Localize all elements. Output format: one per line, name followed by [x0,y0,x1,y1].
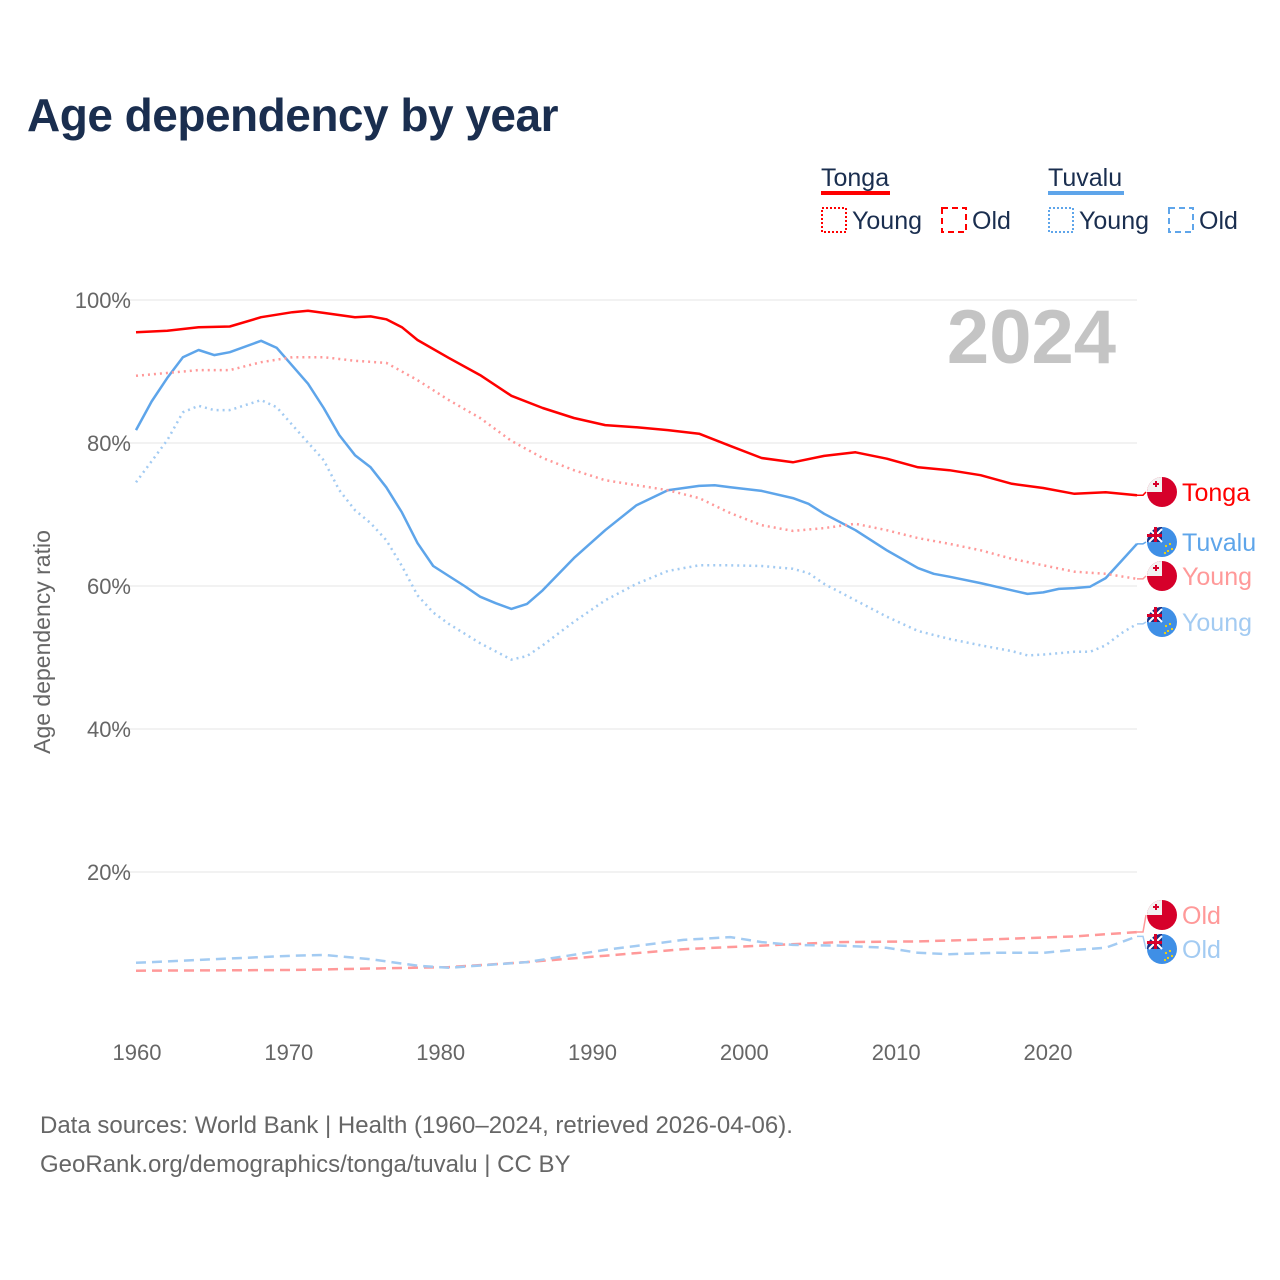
x-tick-label: 2010 [872,1040,921,1065]
year-watermark: 2024 [947,295,1116,380]
series-end-label: Old [1182,936,1221,964]
x-tick-label: 1980 [416,1040,465,1065]
source-line-1: Data sources: World Bank | Health (1960–… [40,1112,793,1139]
y-tick-label: 40% [87,717,131,742]
legend: Tonga Young Old Tuvalu Young Old [821,164,1238,235]
legend-tonga-label: Tonga [821,164,889,192]
tonga-flag-icon [1147,900,1177,930]
series-line-tuvalu-old [135,935,1138,970]
label-connector [1137,935,1147,950]
x-tick-label: 1990 [568,1040,617,1065]
y-tick-label: 80% [87,431,131,456]
series-end-label: Tonga [1182,479,1250,507]
legend-tonga-old-swatch [941,207,967,233]
series-line-tuvalu-young [134,398,1138,661]
legend-tonga-swatch [821,191,890,195]
source-note: Data sources: World Bank | Health (1960–… [40,1106,793,1184]
y-tick-label: 100% [75,288,131,313]
tonga-flag-icon [1147,561,1177,591]
source-line-2[interactable]: GeoRank.org/demographics/tonga/tuvalu | … [40,1151,571,1178]
legend-tonga-old-label: Old [972,207,1011,235]
legend-tuvalu-old-label: Old [1199,207,1238,235]
series-end-label: Young [1182,609,1252,637]
y-axis-label: Age dependency ratio [29,530,55,754]
label-connector [1137,621,1147,625]
series-end-label: Young [1182,563,1252,591]
label-connector [1137,541,1147,545]
x-tick-label: 2000 [720,1040,769,1065]
series-line-tuvalu [134,339,1138,611]
series-end-label: Old [1182,902,1221,930]
series-line-tonga-young [135,355,1138,581]
x-tick-label: 2020 [1024,1040,1073,1065]
chart-title: Age dependency by year [27,89,558,141]
label-connector [1137,491,1147,496]
legend-tuvalu-young-label: Young [1079,207,1149,235]
legend-tuvalu-young-swatch [1048,207,1074,233]
legend-tonga-young-label: Young [852,207,922,235]
tuvalu-flag-icon [1147,527,1177,557]
legend-tuvalu-label: Tuvalu [1048,164,1122,192]
series-line-tonga-old [135,930,1138,972]
series-end-label: Tuvalu [1182,529,1256,557]
legend-tuvalu-swatch [1048,191,1124,195]
tuvalu-flag-icon [1147,934,1177,964]
series-line-tonga [135,309,1138,497]
label-connector [1137,914,1147,933]
legend-tonga-young-swatch [821,207,847,233]
legend-tuvalu-old-swatch [1168,207,1194,233]
x-tick-label: 1960 [113,1040,162,1065]
tuvalu-flag-icon [1147,607,1177,637]
tonga-flag-icon [1147,477,1177,507]
x-tick-label: 1970 [264,1040,313,1065]
y-tick-label: 60% [87,574,131,599]
y-tick-label: 20% [87,860,131,885]
label-connector [1137,575,1147,580]
